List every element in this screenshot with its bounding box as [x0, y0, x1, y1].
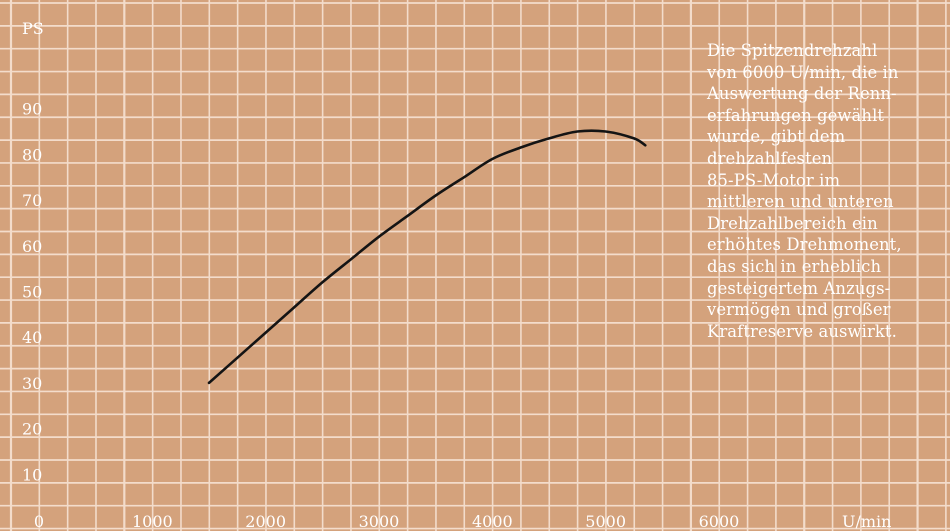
annotation-text: Die Spitzendrehzahl von 6000 U/min, die …	[707, 41, 902, 341]
power-curve	[207, 129, 647, 385]
tick-labels: 0 1000 2000 3000 4000 5000 6000 10 20 30 40 50 60 70 8…	[22, 19, 891, 531]
x-tick-label: 4000	[472, 512, 513, 531]
y-tick-label: 30	[22, 374, 42, 393]
y-tick-label: 70	[22, 191, 42, 210]
y-tick-label: 20	[22, 420, 42, 439]
x-tick-label: 3000	[359, 512, 400, 531]
y-tick-label: 50	[22, 283, 42, 302]
x-tick-label: 0	[34, 512, 44, 531]
x-tick-label: 2000	[245, 512, 286, 531]
y-tick-label: 90	[22, 100, 42, 119]
y-tick-label: 80	[22, 145, 42, 164]
y-axis-label: PS	[22, 19, 44, 38]
y-tick-label: 40	[22, 328, 42, 347]
x-axis-label: U/min	[842, 512, 891, 531]
series-layer	[207, 129, 647, 385]
y-tick-label: 60	[22, 237, 42, 256]
x-tick-label: 1000	[132, 512, 173, 531]
x-tick-label: 6000	[699, 512, 740, 531]
x-tick-label: 5000	[585, 512, 626, 531]
y-tick-label: 10	[22, 465, 42, 484]
